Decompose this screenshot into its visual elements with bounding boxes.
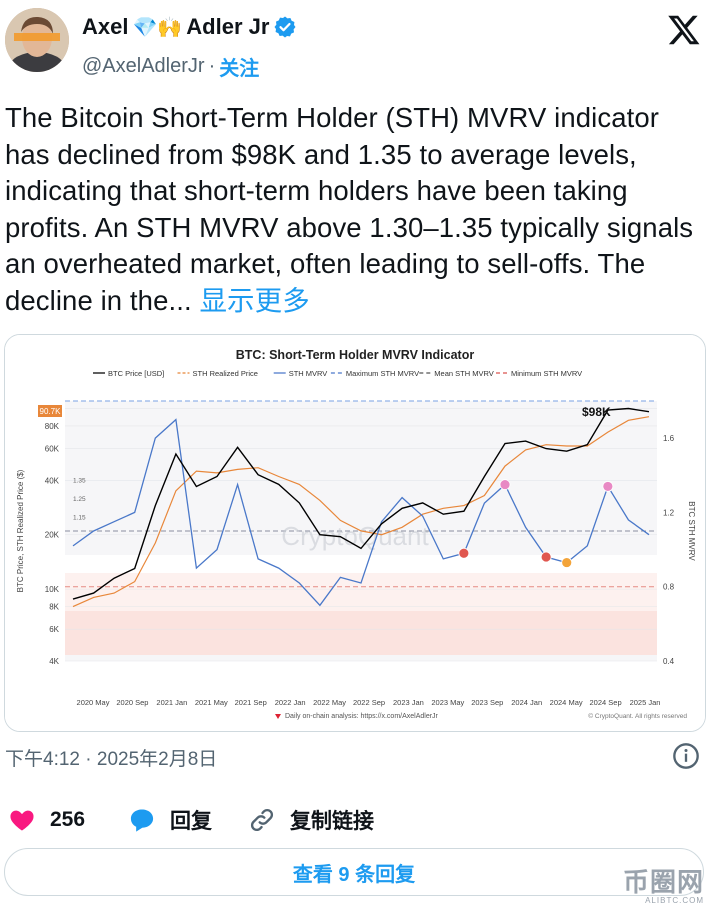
y-left-tick: 6K	[49, 625, 59, 634]
x-tick: 2022 Sep	[353, 698, 385, 707]
y-left-tick: 4K	[49, 657, 59, 666]
y-left-tick: 20K	[45, 531, 60, 540]
reply-label: 回复	[170, 810, 212, 833]
x-tick: 2020 Sep	[116, 698, 148, 707]
mvrv-marker	[561, 557, 573, 568]
grid-lines	[65, 408, 657, 662]
legend-label: BTC Price [USD]	[108, 369, 164, 378]
author-handle[interactable]: @AxelAdlerJr	[82, 55, 205, 77]
x-ticks: 2020 May 2020 Sep 2021 Jan 2021 May 2021 Sep…	[77, 698, 661, 707]
author-name-first: Axel	[82, 14, 129, 39]
site-watermark: 币圈网 ALIBTC.COM	[623, 862, 704, 905]
x-tick: 2024 May	[550, 698, 583, 707]
sth-mvrv-line	[72, 418, 650, 607]
level-label: 1.15	[73, 515, 86, 522]
author-handle-row: @AxelAdlerJr · 关注	[82, 52, 259, 81]
price-label-box	[38, 405, 62, 417]
low-zone-upper	[65, 573, 657, 611]
avatar-image	[5, 8, 69, 72]
y-left-tick: 10K	[45, 585, 60, 594]
y-right-tick: 0.8	[663, 583, 675, 592]
copy-link-label: 复制链接	[290, 810, 374, 833]
x-logo-icon[interactable]	[666, 12, 702, 48]
y-right-tick: 1.6	[663, 434, 675, 443]
timestamp-separator: ·	[85, 749, 92, 770]
y-left-tick: 80K	[45, 422, 60, 431]
x-tick: 2020 May	[77, 698, 110, 707]
mvrv-marker	[602, 481, 614, 492]
sth-realized-price-line	[72, 416, 650, 608]
y-right-tick: 1.2	[663, 508, 675, 517]
tweet-text: The Bitcoin Short-Term Holder (STH) MVRV…	[5, 100, 705, 319]
price-label: 90.7K	[40, 407, 62, 416]
y-right-ticks: 1.6 1.2 0.8 0.4	[663, 434, 675, 666]
diamond-hands-emoji: 💎🙌	[132, 15, 183, 39]
legend-label: STH MVRV	[289, 369, 328, 378]
chart-footer-right: © CryptoQuant. All rights reserved	[588, 712, 687, 720]
show-more-link[interactable]: 显示更多	[199, 284, 310, 316]
view-replies-button[interactable]: 查看 9 条回复	[4, 848, 704, 896]
avatar[interactable]	[5, 8, 69, 72]
like-count: 256	[50, 808, 86, 831]
low-zone	[65, 611, 657, 655]
x-tick: 2023 May	[431, 698, 464, 707]
follow-button[interactable]: 关注	[219, 58, 260, 80]
level-label: 1.35	[73, 478, 86, 485]
y-left-tick: 40K	[45, 476, 60, 485]
chart-markers	[458, 479, 614, 568]
like-button[interactable]: 256	[8, 800, 85, 840]
chart-footer-left: Daily on-chain analysis: https://x.com/A…	[285, 713, 439, 720]
x-tick: 2022 Jan	[275, 698, 306, 707]
mvrv-marker	[458, 547, 470, 559]
x-tick: 2021 May	[195, 698, 228, 707]
x-tick: 2023 Sep	[471, 698, 503, 707]
x-tick: 2024 Jan	[511, 698, 542, 707]
x-tick: 2021 Jan	[156, 698, 187, 707]
mvrv-marker	[540, 551, 552, 563]
chart-legend: BTC Price [USD] STH Realized Price STH MVR…	[93, 369, 582, 378]
chart-watermark: CryptoQuant	[281, 521, 429, 551]
y-right-tick: 0.4	[663, 657, 675, 666]
verified-badge-icon	[274, 16, 296, 38]
tweet-time: 下午4:12	[5, 749, 80, 770]
y-left-tick: 60K	[45, 445, 60, 454]
x-tick: 2023 Jan	[393, 698, 424, 707]
footer-marker-icon	[275, 714, 281, 719]
y-right-axis-label: BTC STH MVRV	[687, 501, 696, 561]
copy-link-button[interactable]: 复制链接	[248, 800, 374, 840]
level-label: 1.25	[73, 496, 86, 503]
reply-button[interactable]: 回复	[128, 800, 212, 840]
legend-label: Mean STH MVRV	[434, 369, 493, 378]
legend-label: Maximum STH MVRV	[346, 369, 419, 378]
watermark-sub: ALIBTC.COM	[645, 896, 704, 905]
x-tick: 2024 Sep	[590, 698, 622, 707]
watermark-main: 币圈网	[622, 867, 704, 897]
tweet-timestamp[interactable]: 下午4:12 · 2025年2月8日	[5, 744, 217, 771]
x-tick: 2021 Sep	[235, 698, 267, 707]
x-tick: 2025 Jan	[630, 698, 661, 707]
chart-series	[72, 407, 650, 608]
x-tick: 2022 May	[313, 698, 346, 707]
legend-label: STH Realized Price	[193, 369, 258, 378]
mvrv-marker	[499, 479, 511, 490]
peak-annotation: $98K	[582, 405, 611, 419]
reply-bubble-icon	[130, 809, 154, 832]
tweet-body: The Bitcoin Short-Term Holder (STH) MVRV…	[5, 102, 694, 316]
y-left-axis-label: BTC Price, STH Realized Price ($)	[16, 469, 25, 592]
sth-mvrv-chart: BTC: Short-Term Holder MVRV Indicator BT…	[5, 335, 705, 731]
legend-label: Minimum STH MVRV	[511, 369, 582, 378]
tweet-actions: 256 回复 复制链接	[0, 800, 708, 840]
btc-price-line	[72, 407, 650, 600]
link-icon	[250, 808, 274, 832]
info-icon[interactable]	[672, 742, 700, 770]
author-name-last: Adler Jr	[186, 14, 270, 39]
author-name[interactable]: Axel 💎🙌 Adler Jr	[82, 14, 297, 40]
chart-title: BTC: Short-Term Holder MVRV Indicator	[236, 348, 475, 362]
tweet-media-chart[interactable]: BTC: Short-Term Holder MVRV Indicator BT…	[4, 334, 706, 732]
tweet-date: 2025年2月8日	[96, 749, 218, 770]
handle-separator: ·	[208, 55, 216, 77]
y-left-tick: 8K	[49, 603, 59, 612]
heart-icon	[10, 810, 34, 831]
mean-band	[65, 555, 657, 573]
